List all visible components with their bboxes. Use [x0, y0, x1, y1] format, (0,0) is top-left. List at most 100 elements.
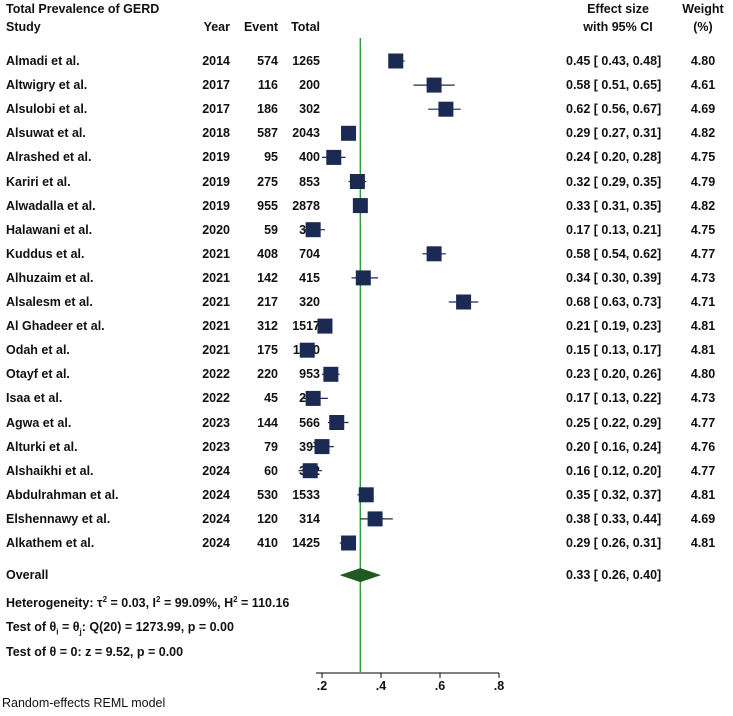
study-event: 45 [264, 391, 278, 406]
study-total: 1265 [292, 54, 320, 68]
study-name: Alsuwat et al. [6, 126, 86, 141]
study-total: 953 [299, 367, 320, 382]
study-name: Alturki et al. [6, 439, 78, 454]
effect-marker [367, 511, 383, 527]
study-name: Alrashed et al. [6, 150, 92, 165]
study-weight: 4.80 [690, 367, 716, 382]
study-event: 79 [264, 439, 278, 454]
study-total: 1425 [292, 536, 320, 550]
effect-marker [302, 463, 318, 479]
study-year: 2022 [202, 367, 230, 382]
study-event: 186 [257, 102, 278, 117]
study-weight: 4.73 [690, 391, 716, 406]
column-header-weight-line2: (%) [693, 20, 713, 34]
study-effect-ci: 0.20 [ 0.16, 0.24] [566, 439, 662, 454]
study-year: 2022 [202, 391, 230, 406]
study-year: 2024 [202, 463, 230, 478]
study-total: 314 [299, 511, 320, 526]
column-header-effect-line2: with 95% CI [583, 20, 653, 34]
study-effect-ci: 0.25 [ 0.22, 0.29] [566, 415, 662, 430]
x-tick-label: .4 [376, 679, 386, 693]
study-name: Altwigry et al. [6, 78, 88, 93]
study-effect-ci: 0.17 [ 0.13, 0.21] [566, 222, 662, 237]
study-weight: 4.69 [690, 102, 716, 117]
study-name: Agwa et al. [6, 415, 72, 430]
study-event: 574 [257, 54, 278, 68]
study-year: 2019 [202, 198, 230, 213]
study-total: 302 [299, 102, 320, 117]
effect-marker [426, 246, 442, 262]
study-year: 2021 [202, 319, 230, 334]
study-weight: 4.81 [690, 487, 716, 502]
study-weight: 4.81 [690, 343, 716, 358]
effect-marker [299, 342, 315, 358]
effect-marker [341, 125, 357, 141]
study-weight: 4.82 [690, 126, 716, 141]
study-total: 853 [299, 174, 320, 189]
study-effect-ci: 0.35 [ 0.32, 0.37] [566, 487, 662, 502]
study-effect-ci: 0.58 [ 0.51, 0.65] [566, 78, 662, 93]
study-effect-ci: 0.29 [ 0.26, 0.31] [566, 536, 662, 550]
study-weight: 4.82 [690, 198, 716, 213]
study-year: 2024 [202, 487, 230, 502]
study-event: 60 [264, 463, 278, 478]
effect-marker [358, 487, 374, 503]
study-name: Alsalesm et al. [6, 295, 93, 309]
study-event: 95 [264, 150, 278, 165]
study-name: Kariri et al. [6, 174, 71, 189]
heterogeneity-text: Heterogeneity: τ2 = 0.03, I2 = 99.09%, H… [6, 595, 290, 611]
study-effect-ci: 0.33 [ 0.31, 0.35] [566, 198, 662, 213]
column-header-total: Total [291, 20, 320, 34]
effect-marker [349, 174, 365, 189]
study-year: 2020 [202, 222, 230, 237]
study-effect-ci: 0.32 [ 0.29, 0.35] [566, 174, 662, 189]
study-year: 2021 [202, 343, 230, 358]
effect-marker [323, 366, 339, 382]
effect-marker [305, 390, 321, 406]
study-event: 275 [257, 174, 278, 189]
study-weight: 4.71 [690, 295, 716, 309]
study-event: 220 [257, 367, 278, 382]
model-note: Random-effects REML model [2, 696, 166, 710]
study-name: Alshaikhi et al. [6, 463, 94, 478]
study-total: 2043 [292, 126, 320, 141]
study-event: 59 [264, 222, 278, 237]
study-total: 1517 [292, 319, 320, 334]
overall-diamond [339, 568, 381, 583]
study-event: 142 [257, 270, 278, 285]
chart-title: Total Prevalence of GERD [6, 2, 160, 16]
column-header-study: Study [6, 20, 41, 34]
effect-marker [329, 415, 345, 430]
study-year: 2017 [202, 78, 230, 93]
study-year: 2021 [202, 295, 230, 309]
study-year: 2023 [202, 415, 230, 430]
study-weight: 4.80 [690, 54, 716, 68]
column-header-weight-line1: Weight [682, 2, 724, 16]
study-effect-ci: 0.29 [ 0.27, 0.31] [566, 126, 662, 141]
study-event: 530 [257, 487, 278, 502]
column-header-year: Year [203, 20, 230, 34]
study-year: 2024 [202, 511, 230, 526]
study-weight: 4.73 [690, 270, 716, 285]
study-name: Odah et al. [6, 343, 70, 358]
study-year: 2018 [202, 126, 230, 141]
study-weight: 4.75 [690, 150, 716, 165]
test-equal-text: Test of θi = θj: Q(20) = 1273.99, p = 0.… [6, 620, 234, 637]
study-name: Kuddus et al. [6, 246, 85, 261]
study-effect-ci: 0.15 [ 0.13, 0.17] [566, 343, 662, 358]
study-total: 415 [299, 270, 320, 285]
effect-marker [355, 270, 371, 286]
study-total: 320 [299, 295, 320, 309]
study-event: 120 [257, 511, 278, 526]
effect-marker [317, 318, 333, 334]
study-effect-ci: 0.23 [ 0.20, 0.26] [566, 367, 662, 382]
study-event: 144 [257, 415, 278, 430]
study-event: 955 [257, 198, 278, 213]
study-weight: 4.81 [690, 319, 716, 334]
study-name: Al Ghadeer et al. [6, 319, 105, 334]
study-name: Alkathem et al. [6, 536, 95, 550]
effect-marker [426, 77, 442, 93]
study-effect-ci: 0.68 [ 0.63, 0.73] [566, 295, 662, 309]
study-year: 2023 [202, 439, 230, 454]
